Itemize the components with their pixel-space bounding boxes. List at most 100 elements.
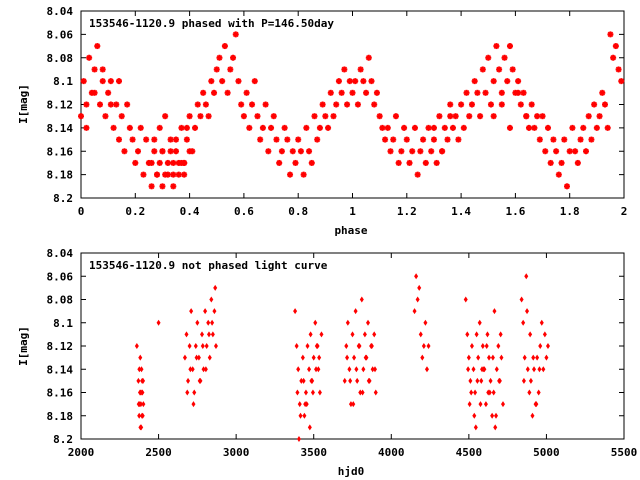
- phased-data-point: [401, 124, 408, 131]
- phased-data-point: [186, 148, 193, 155]
- unphased-data-point: [300, 354, 305, 361]
- phased-data-point: [395, 159, 402, 166]
- phased-ytick-label: 8.08: [47, 52, 74, 65]
- phased-data-point: [420, 136, 427, 143]
- phased-data-point: [140, 171, 147, 178]
- phased-data-point: [447, 101, 454, 108]
- unphased-data-point: [485, 331, 490, 338]
- phased-data-point: [99, 78, 106, 85]
- phased-data-point: [373, 89, 380, 96]
- phased-data-point: [78, 113, 84, 120]
- phased-data-point: [455, 136, 462, 143]
- unphased-data-point: [476, 354, 481, 361]
- unphased-data-point: [474, 331, 479, 338]
- phased-data-point: [219, 78, 226, 85]
- phased-data-point: [555, 171, 562, 178]
- unphased-data-point: [469, 389, 474, 396]
- phased-data-point: [175, 171, 182, 178]
- phased-data-point: [83, 101, 90, 108]
- unphased-data-point: [317, 354, 322, 361]
- unphased-data-point: [480, 343, 485, 349]
- phased-data-point: [458, 101, 465, 108]
- phased-ytick-label: 8.14: [47, 122, 74, 135]
- phased-data-point: [151, 148, 158, 155]
- phased-xtick-label: 1.2: [397, 205, 417, 218]
- phased-data-point: [330, 113, 337, 120]
- phased-data-point: [577, 136, 584, 143]
- phased-data-point: [297, 148, 304, 155]
- phased-data-point: [265, 148, 272, 155]
- phased-data-point: [523, 113, 530, 120]
- unphased-data-point: [186, 377, 191, 384]
- phased-data-point: [110, 124, 117, 131]
- phased-data-point: [436, 113, 443, 120]
- phased-data-point: [124, 101, 131, 108]
- phased-data-point: [411, 124, 418, 131]
- phased-plot-frame: [80, 10, 625, 199]
- phased-data-point: [173, 148, 180, 155]
- unphased-data-point: [297, 401, 302, 408]
- phased-xtick-label: 1.6: [505, 205, 525, 218]
- unphased-data-point: [191, 401, 196, 408]
- unphased-data-point: [494, 412, 499, 419]
- phased-data-point: [186, 113, 193, 120]
- phased-data-point: [368, 78, 375, 85]
- unphased-data-point: [426, 343, 431, 349]
- phased-data-point: [534, 113, 541, 120]
- phased-data-point: [433, 159, 440, 166]
- phased-data-point: [164, 171, 171, 178]
- phased-data-point: [208, 78, 215, 85]
- phased-data-point: [520, 89, 527, 96]
- phased-data-point: [159, 183, 166, 190]
- phased-data-point: [167, 148, 174, 155]
- unphased-data-point: [521, 319, 526, 326]
- unphased-data-point: [544, 354, 549, 361]
- phased-data-point: [504, 78, 511, 85]
- phased-data-point: [94, 43, 101, 50]
- phased-data-point: [542, 148, 549, 155]
- unphased-data-point: [136, 401, 141, 408]
- phased-data-point: [382, 136, 389, 143]
- unphased-data-point: [190, 366, 195, 373]
- phased-points: [78, 31, 625, 190]
- unphased-data-point: [494, 366, 499, 373]
- unphased-data-point: [344, 343, 349, 349]
- unphased-data-point: [545, 343, 550, 349]
- unphased-data-point: [187, 343, 192, 349]
- phased-data-point: [344, 101, 351, 108]
- phased-data-point: [561, 136, 568, 143]
- unphased-data-point: [465, 331, 470, 338]
- unphased-data-point: [473, 424, 478, 431]
- phased-y-axis-label: I[mag]: [17, 84, 30, 124]
- phased-data-point: [170, 159, 177, 166]
- unphased-data-point: [466, 366, 471, 373]
- unphased-data-point: [500, 401, 505, 408]
- phased-data-point: [289, 148, 296, 155]
- phased-data-point: [447, 113, 454, 120]
- unphased-data-point: [319, 331, 324, 338]
- phased-data-point: [327, 89, 334, 96]
- unphased-data-point: [372, 331, 377, 338]
- phased-data-point: [213, 66, 220, 73]
- unphased-data-point: [352, 354, 357, 361]
- unphased-data-point: [496, 343, 501, 349]
- unphased-data-point: [156, 319, 161, 326]
- phased-ytick-label: 8.16: [47, 145, 74, 158]
- phased-data-point: [243, 89, 250, 96]
- phased-data-point: [338, 89, 345, 96]
- phased-data-point: [352, 78, 359, 85]
- phased-data-point: [425, 124, 432, 131]
- unphased-data-point: [490, 412, 495, 419]
- phased-data-point: [227, 66, 234, 73]
- unphased-ticks: 2000 2500 3000 3500 4000 4500 5000 5500 8.04 8.06…: [47, 247, 638, 459]
- unphased-data-point: [466, 354, 471, 361]
- unphased-data-point: [203, 366, 208, 373]
- phased-data-point: [422, 159, 429, 166]
- unphased-ytick-label: 8.12: [47, 340, 74, 353]
- unphased-data-point: [347, 366, 352, 373]
- unphased-data-point: [294, 343, 299, 349]
- unphased-ytick-label: 8.16: [47, 387, 74, 400]
- phased-data-point: [197, 113, 204, 120]
- phased-data-point: [202, 101, 209, 108]
- phased-data-point: [593, 124, 600, 131]
